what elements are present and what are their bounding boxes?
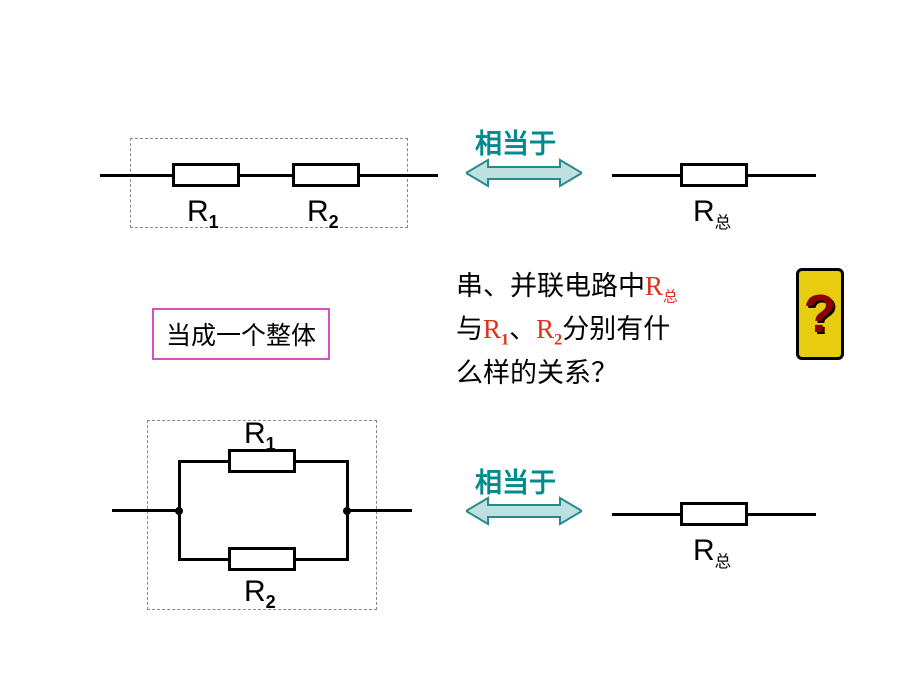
q2e: 分别有什 [562,314,670,344]
series-r1-label: R1 [187,195,219,233]
pr2-sub: 2 [266,592,276,612]
equivalent-label-top: 相当于 [475,122,556,161]
rtotal-sub: 总 [715,213,732,232]
q1b: R总 [645,271,678,301]
double-arrow-bottom [466,496,582,526]
parallel-r1-label: R1 [244,417,276,455]
question-line-1: 串、并联电路中R总 [456,266,678,309]
equiv-bottom-resistor [680,502,748,526]
parallel-lead-right [346,509,412,512]
rtotal2-letter: R [693,534,715,567]
r1-letter: R [187,195,209,228]
parallel-node-right [343,507,351,515]
pr1-letter: R [244,417,266,450]
q2d-sub: 2 [554,331,562,349]
r2-sub: 2 [329,212,339,232]
q2d-r: R [536,314,554,344]
q1b-r: R [645,271,663,301]
series-wire [100,174,438,177]
qmark-glyph: ? [804,283,837,345]
equiv-top-resistor [680,163,748,187]
equivalent-label-bottom: 相当于 [475,461,556,500]
q2b: R1 [483,314,509,344]
q2a: 与 [456,314,483,344]
parallel-r2-label: R2 [244,575,276,613]
question-mark-icon: ? [796,268,844,360]
r1-sub: 1 [209,212,219,232]
q2c: 、 [509,314,536,344]
whole-body-box: 当成一个整体 [152,308,330,360]
parallel-resistor-r2 [228,547,296,571]
question-text: 串、并联电路中R总 与R1、R2分别有什 么样的关系？ [456,266,678,395]
equiv-bottom-r-label: R总 [693,534,731,572]
pr2-letter: R [244,575,266,608]
parallel-node-left [175,507,183,515]
q2b-r: R [483,314,501,344]
question-line-3: 么样的关系？ [456,353,678,395]
q2b-sub: 1 [501,331,509,349]
pr1-sub: 1 [266,434,276,454]
q2d: R2 [536,314,562,344]
question-line-2: 与R1、R2分别有什 [456,309,678,353]
series-resistor-r1 [172,163,240,187]
parallel-lead-left [112,509,178,512]
double-arrow-top [466,158,582,188]
q1a: 串、并联电路中 [456,271,645,301]
r2-letter: R [307,195,329,228]
equiv-top-r-label: R总 [693,195,731,233]
series-resistor-r2 [292,163,360,187]
series-r2-label: R2 [307,195,339,233]
whole-body-text: 当成一个整体 [166,323,316,350]
rtotal2-sub: 总 [715,552,732,571]
q1b-sub: 总 [663,289,678,305]
rtotal-letter: R [693,195,715,228]
